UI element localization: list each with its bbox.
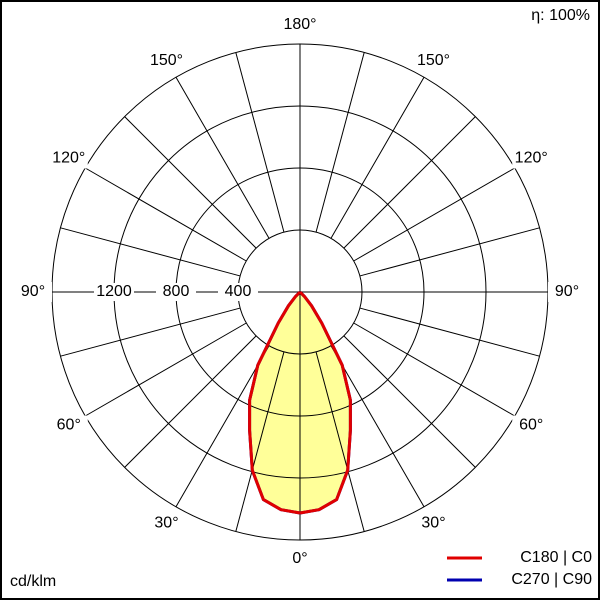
grid-spoke [315, 351, 365, 532]
angle-tick-label: 180° [283, 16, 316, 33]
r-tick-label: 800 [163, 283, 190, 300]
angle-tick-label: 60° [57, 417, 81, 434]
tick-label-bg [156, 283, 196, 301]
tick-label-bg [414, 50, 453, 71]
tick-label-bg [414, 513, 453, 534]
tick-label-bg [147, 50, 186, 71]
grid-spoke [353, 322, 516, 417]
r-tick-label: 1200 [96, 283, 132, 300]
tick-label-bg [94, 283, 134, 301]
angle-tick-label: 120° [52, 150, 85, 167]
tick-label-bg [147, 513, 186, 534]
grid-spoke [343, 335, 476, 468]
r-tick-label: 400 [225, 283, 252, 300]
angle-tick-label: 30° [154, 514, 178, 531]
grid-spoke [124, 335, 257, 468]
tick-label-bg [49, 148, 88, 169]
legend-label: C270 | C90 [511, 571, 592, 588]
tick-label-bg [281, 15, 319, 35]
tick-label-bg [281, 549, 319, 569]
angle-tick-label: 90° [555, 283, 579, 300]
tick-label-bg [512, 148, 551, 169]
tick-label-bg [14, 282, 52, 302]
grid-spoke [343, 116, 476, 249]
grid-spoke [235, 52, 285, 233]
grid-spoke [124, 116, 257, 249]
grid-spoke [315, 52, 365, 233]
grid-spoke [60, 227, 241, 277]
grid-spoke [330, 76, 425, 239]
grid-spoke [175, 345, 270, 508]
grid-spoke [84, 322, 247, 417]
grid-spoke [359, 227, 540, 277]
grid-spoke [353, 167, 516, 262]
intensity-curve [248, 290, 302, 515]
tick-label-bg [49, 415, 88, 436]
grid-spoke [330, 345, 425, 508]
grid-spoke [175, 76, 270, 239]
angle-tick-label: 150° [150, 52, 183, 69]
grid-spoke [84, 167, 247, 262]
grid-spoke [60, 307, 241, 357]
efficiency-label: η: 100% [531, 7, 590, 24]
grid-spoke [359, 307, 540, 357]
angle-tick-label: 60° [519, 417, 543, 434]
tick-label-bg [548, 282, 586, 302]
intensity-fill [300, 292, 351, 513]
unit-label: cd/klm [10, 573, 56, 590]
angle-tick-label: 90° [21, 283, 45, 300]
intensity-fill [249, 292, 300, 513]
grid-spoke [235, 351, 285, 532]
angle-tick-label: 30° [421, 514, 445, 531]
tick-label-bg [218, 283, 258, 301]
angle-tick-label: 0° [292, 550, 307, 567]
legend-label: C180 | C0 [520, 549, 592, 566]
angle-tick-label: 120° [515, 150, 548, 167]
angle-tick-label: 150° [417, 52, 450, 69]
intensity-curve [298, 290, 352, 515]
tick-label-bg [512, 415, 551, 436]
